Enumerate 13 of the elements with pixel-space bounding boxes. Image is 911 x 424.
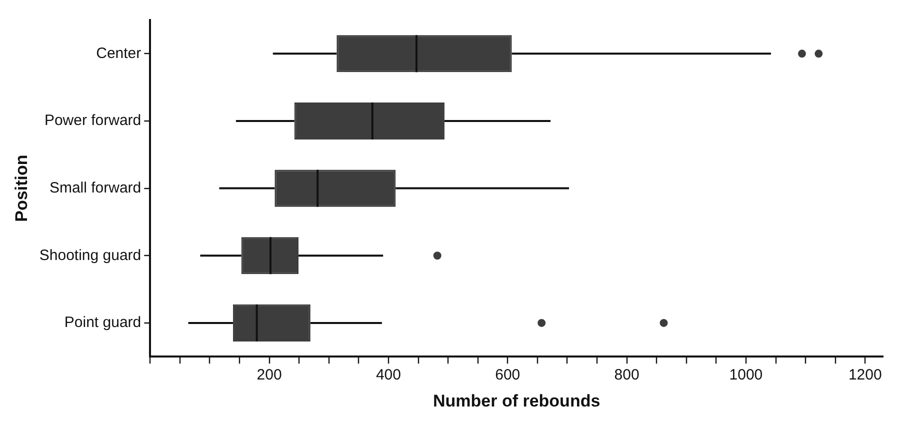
y-tick-label: Small forward	[49, 179, 142, 196]
y-tick-label: Power forward	[44, 112, 142, 130]
x-tick-label: 600	[495, 366, 520, 384]
x-tick-label: 400	[376, 366, 401, 384]
x-tick-label: 1200	[848, 366, 882, 384]
x-tick-label: 800	[614, 366, 640, 384]
x-tick-label: 200	[256, 366, 282, 384]
y-tick-label: Center	[96, 44, 142, 62]
y-axis-title: Position	[12, 154, 31, 222]
x-axis-title: Number of rebounds	[432, 391, 600, 410]
y-tick-label: Point guard	[64, 314, 142, 332]
x-tick-label: 1000	[729, 366, 763, 384]
y-tick-label: Shooting guard	[39, 246, 142, 264]
